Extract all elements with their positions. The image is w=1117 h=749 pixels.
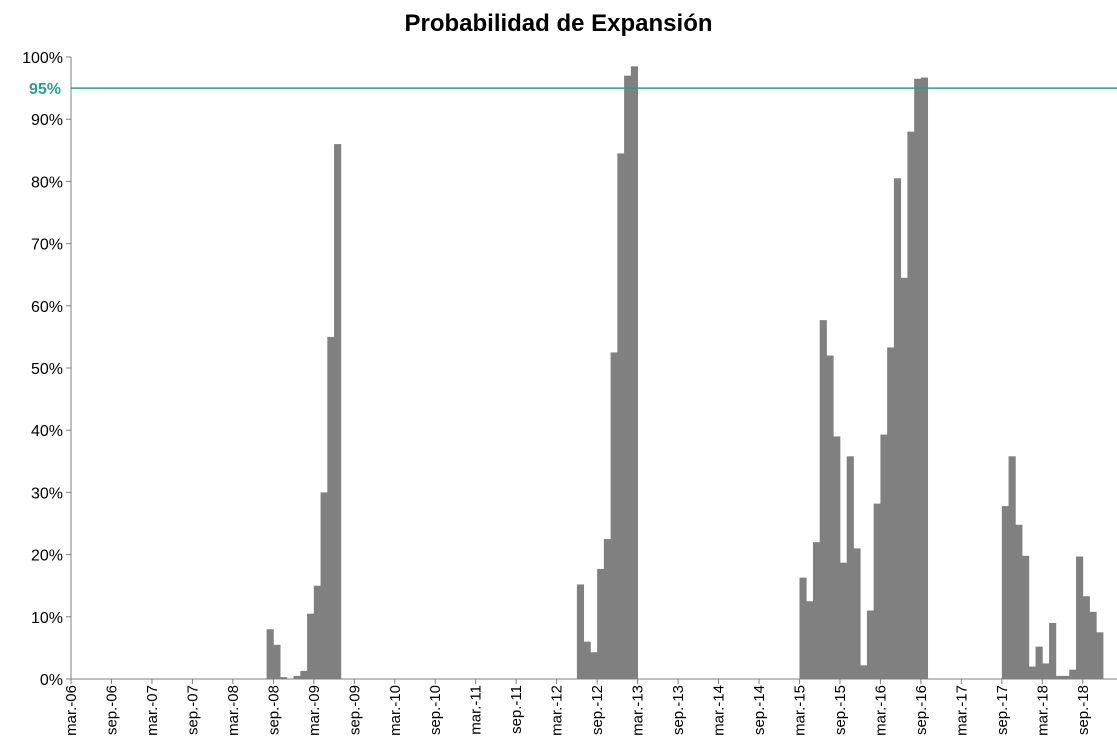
- bar: [1028, 666, 1036, 679]
- bar: [280, 677, 288, 679]
- bar: [327, 336, 335, 679]
- bar: [1089, 611, 1097, 679]
- y-tick-label: 70%: [31, 237, 63, 254]
- chart-title: Probabilidad de Expansión: [404, 10, 713, 37]
- x-tick-label: mar.-12: [549, 685, 566, 736]
- bar: [920, 77, 929, 679]
- bar: [839, 562, 848, 679]
- y-tick-label: 100%: [22, 50, 63, 67]
- bar: [914, 78, 922, 679]
- x-tick-label: mar.-10: [387, 685, 404, 736]
- y-tick-label: 90%: [31, 112, 63, 129]
- bar: [624, 75, 632, 679]
- bar: [1055, 675, 1063, 679]
- y-tick-label: 30%: [31, 485, 63, 502]
- x-tick-label: mar.-15: [791, 685, 808, 736]
- reference-line-label: 95%: [29, 81, 61, 98]
- x-tick-label: mar.-11: [468, 685, 485, 735]
- bar: [833, 436, 841, 679]
- bar: [1008, 456, 1016, 679]
- x-tick-label: sep.-13: [670, 685, 687, 735]
- bar: [799, 577, 807, 679]
- x-tick-label: mar.-14: [711, 685, 728, 736]
- bar: [866, 610, 875, 679]
- x-tick-label: sep.-08: [265, 685, 282, 735]
- bar: [610, 352, 618, 679]
- bar: [630, 66, 638, 679]
- x-tick-label: sep.-15: [832, 685, 849, 735]
- bar: [576, 584, 585, 679]
- y-tick-label: 60%: [31, 299, 63, 316]
- x-tick-label: mar.-16: [872, 685, 889, 736]
- bar: [826, 355, 834, 679]
- bar: [1096, 632, 1104, 679]
- bar: [860, 665, 868, 679]
- bar: [1001, 506, 1009, 679]
- bar: [1015, 524, 1023, 679]
- x-tick-label: sep.-14: [751, 685, 768, 735]
- bar: [907, 131, 915, 679]
- y-tick-label: 40%: [31, 423, 63, 440]
- bar: [1035, 646, 1043, 679]
- x-tick-label: mar.-17: [953, 685, 970, 736]
- x-tick-label: sep.-07: [184, 685, 201, 735]
- bar: [603, 539, 612, 679]
- x-tick-label: sep.-10: [427, 685, 444, 735]
- x-tick-label: sep.-06: [103, 685, 120, 735]
- x-tick-label: mar.-08: [225, 685, 242, 736]
- bar: [819, 320, 827, 679]
- x-tick-label: mar.-13: [630, 685, 647, 736]
- bar: [590, 652, 598, 679]
- bar: [806, 601, 814, 679]
- bar: [320, 492, 328, 679]
- bar: [1069, 669, 1077, 679]
- bar: [293, 675, 301, 679]
- bar: [880, 434, 888, 679]
- bar: [853, 548, 861, 679]
- bar: [597, 568, 605, 679]
- x-tick-label: mar.-18: [1034, 685, 1051, 736]
- bar: [313, 585, 321, 679]
- bar: [300, 670, 308, 679]
- x-tick-label: mar.-19: [1115, 685, 1117, 736]
- x-tick-label: mar.-09: [306, 685, 323, 736]
- bar: [583, 641, 591, 679]
- y-tick-label: 50%: [31, 361, 63, 378]
- bar: [1042, 663, 1050, 679]
- bar: [334, 144, 342, 679]
- bar: [812, 542, 821, 679]
- bar: [273, 644, 281, 679]
- x-tick-label: sep.-12: [589, 685, 606, 735]
- bar: [1062, 675, 1070, 679]
- bar: [887, 347, 895, 679]
- bar: [617, 153, 625, 679]
- bar: [900, 277, 908, 679]
- y-tick-label: 80%: [31, 174, 63, 191]
- x-tick-label: mar.-07: [144, 685, 161, 736]
- bar: [307, 613, 315, 679]
- y-tick-label: 20%: [31, 548, 63, 565]
- bar: [1082, 596, 1090, 679]
- bar: [846, 456, 854, 679]
- bar: [1076, 556, 1084, 679]
- bar: [893, 178, 902, 680]
- x-tick-label: sep.-09: [346, 685, 363, 735]
- y-tick-label: 0%: [40, 672, 63, 689]
- x-tick-label: sep.-16: [913, 685, 930, 735]
- x-tick-label: mar.-06: [63, 685, 80, 736]
- x-tick-label: sep.-17: [994, 685, 1011, 735]
- bar: [266, 629, 274, 679]
- bar: [873, 503, 881, 679]
- y-tick-label: 10%: [31, 610, 63, 627]
- bar: [1022, 555, 1030, 679]
- bar: [1049, 623, 1057, 679]
- x-tick-label: sep.-11: [508, 685, 525, 734]
- x-tick-label: sep.-18: [1075, 685, 1092, 735]
